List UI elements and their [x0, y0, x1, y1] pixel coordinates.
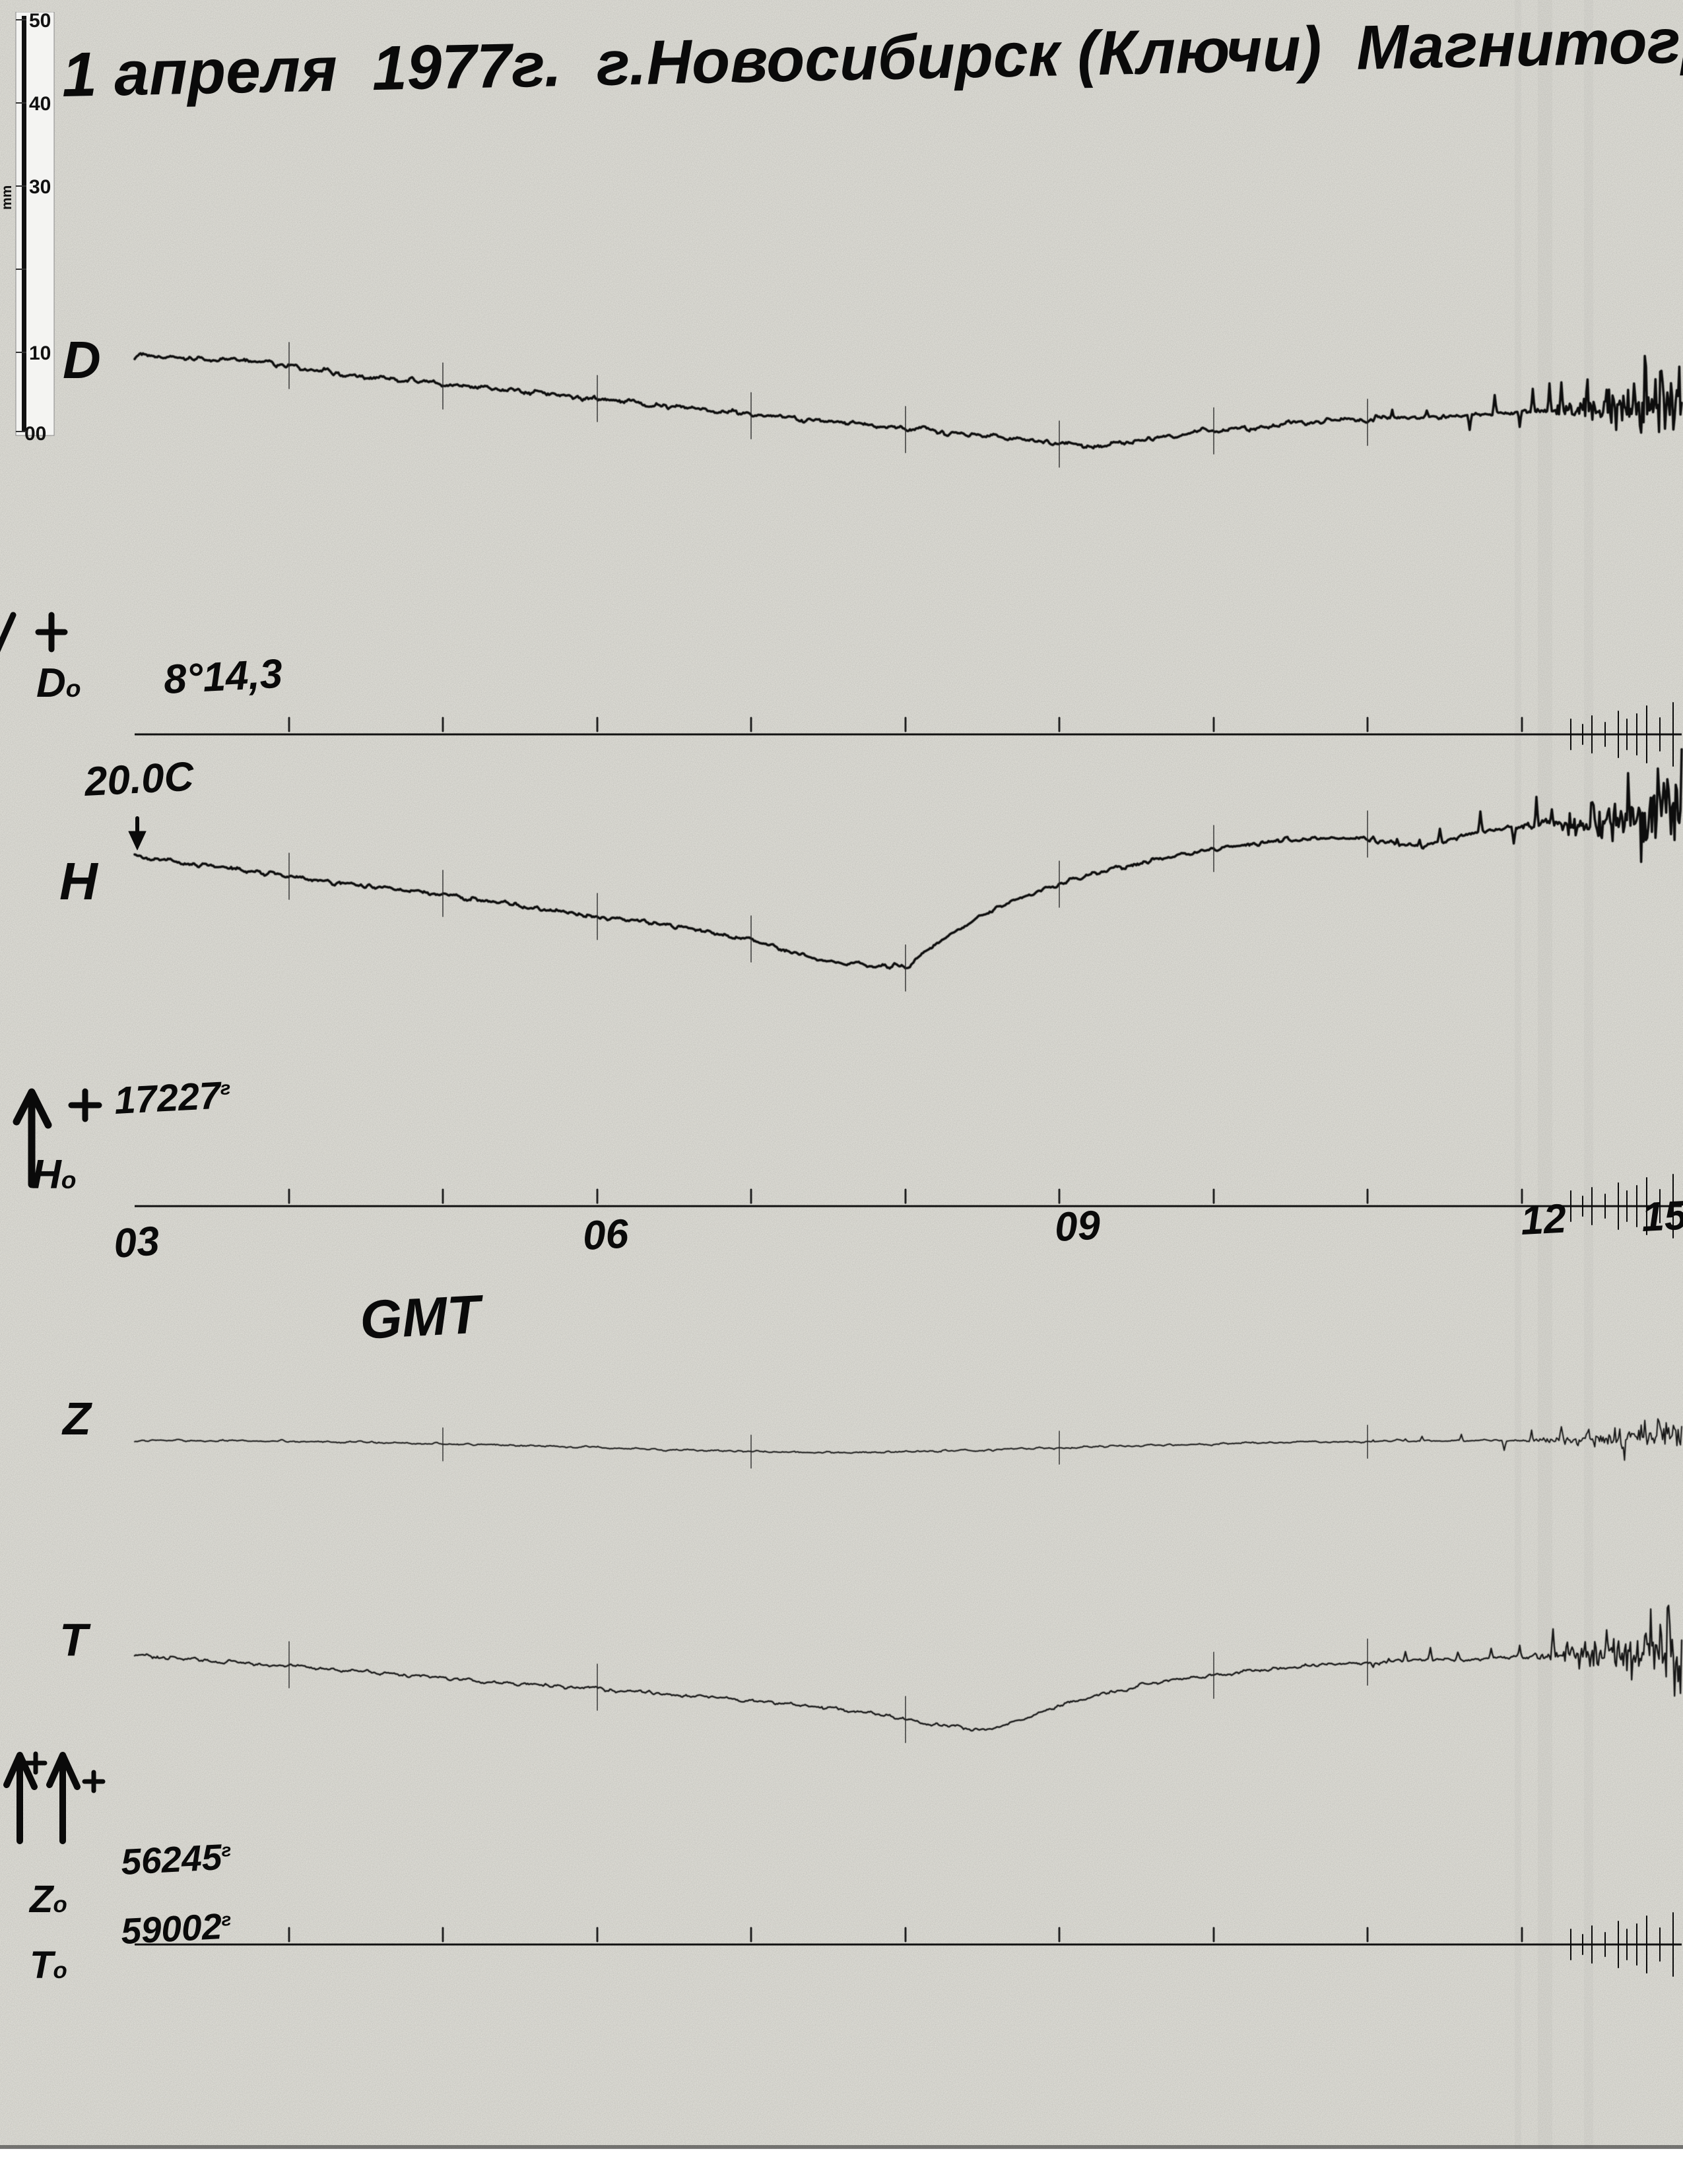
svg-text:00: 00 [24, 423, 46, 445]
svg-text:40: 40 [29, 93, 51, 115]
svg-text:10: 10 [29, 342, 51, 364]
svg-text:50: 50 [29, 12, 51, 32]
svg-text:mm: mm [3, 185, 15, 210]
svg-text:30: 30 [29, 176, 51, 198]
